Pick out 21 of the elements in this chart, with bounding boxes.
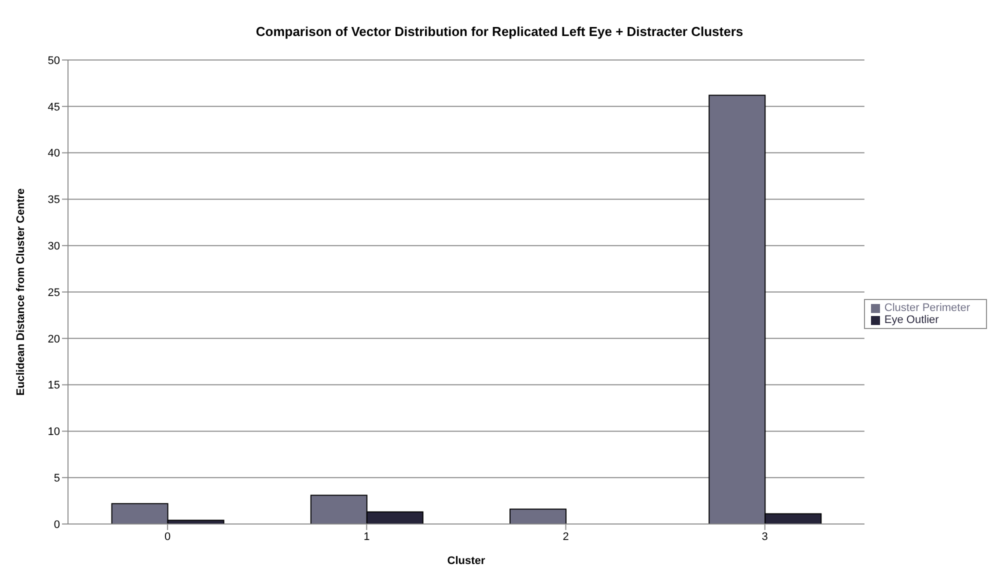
y-tick-label: 50 (48, 54, 60, 67)
y-tick-label: 15 (48, 380, 60, 392)
y-tick-label: 20 (48, 333, 60, 346)
x-tick-label: 1 (364, 530, 370, 543)
y-tick-label: 10 (48, 426, 60, 438)
x-tick-label: 3 (762, 530, 768, 543)
y-tick-label: 30 (48, 240, 60, 253)
legend-label: Eye Outlier (884, 314, 939, 326)
legend-label: Cluster Perimeter (884, 302, 970, 314)
y-tick-label: 45 (48, 101, 60, 114)
chart-title: Comparison of Vector Distribution for Replicated Left Eye + Distracter Clusters (254, 23, 744, 41)
bar (510, 508, 567, 524)
y-tick-label: 40 (48, 148, 60, 160)
y-tick-label: 5 (54, 472, 60, 485)
x-tick-label: 2 (562, 530, 569, 543)
y-axis-title: Euclidean Distance from Cluster Centre (14, 188, 27, 396)
x-axis-title: Cluster (447, 555, 486, 567)
y-tick-label: 35 (48, 194, 60, 206)
y-tick-label: 0 (54, 518, 60, 531)
y-tick-label: 25 (48, 286, 60, 299)
x-tick-label: 0 (164, 530, 171, 543)
